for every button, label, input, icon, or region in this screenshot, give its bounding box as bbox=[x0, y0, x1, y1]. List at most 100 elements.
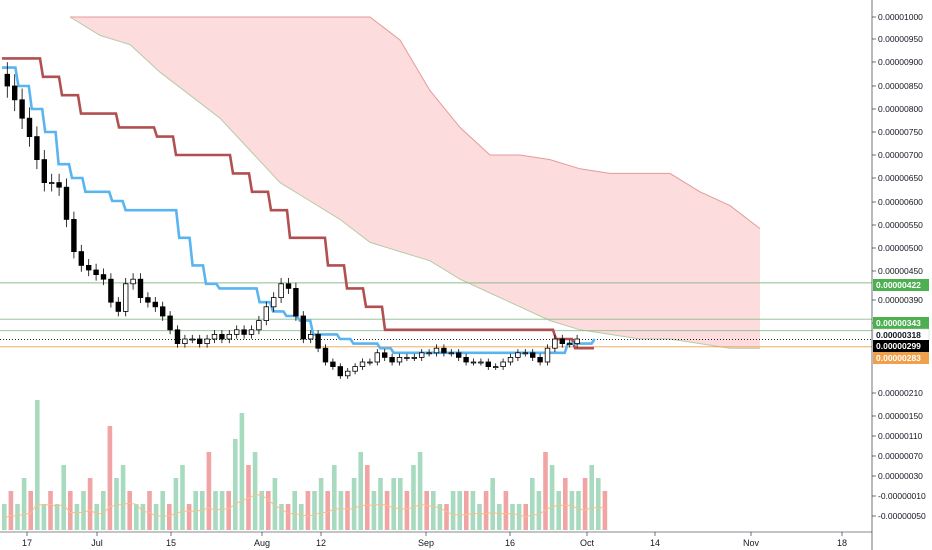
candle-body bbox=[441, 347, 447, 354]
candle-body bbox=[4, 73, 10, 87]
candle-body bbox=[485, 361, 491, 367]
candle-body bbox=[204, 338, 210, 344]
volume-bar bbox=[510, 504, 515, 530]
x-tick-label: 16 bbox=[505, 538, 515, 548]
candle-body bbox=[381, 352, 388, 358]
candle-body bbox=[26, 117, 33, 137]
candle-body bbox=[344, 370, 351, 377]
volume-bar bbox=[444, 504, 449, 530]
volume-bar bbox=[424, 491, 429, 530]
y-tick-label: 0.00000650 bbox=[878, 173, 923, 183]
volume-bar bbox=[28, 491, 33, 530]
volume-bar bbox=[365, 465, 370, 530]
candle-body bbox=[507, 356, 514, 363]
y-tick-label: 0.00000150 bbox=[878, 411, 923, 421]
kijun-sen-line bbox=[2, 57, 594, 350]
y-tick-label: -0.00000050 bbox=[878, 511, 926, 521]
candles bbox=[4, 62, 580, 379]
candle-body bbox=[145, 297, 151, 303]
volume-bar bbox=[134, 504, 139, 530]
candle-body bbox=[152, 301, 158, 308]
volume-bar bbox=[569, 491, 575, 530]
price-label-box bbox=[873, 279, 929, 291]
candle-body bbox=[182, 338, 188, 344]
y-tick-label: 0.00000500 bbox=[878, 243, 923, 253]
candle-body bbox=[41, 159, 47, 184]
price-label-box bbox=[873, 317, 929, 329]
volume-bar bbox=[563, 478, 568, 530]
candle-body bbox=[426, 352, 432, 355]
candle-body bbox=[522, 352, 528, 355]
volume-bar bbox=[8, 491, 14, 530]
volume-bar bbox=[318, 478, 324, 530]
volume-bar bbox=[457, 491, 462, 530]
volume-bar bbox=[332, 465, 337, 530]
candle-body bbox=[71, 218, 77, 252]
candle-body bbox=[322, 347, 329, 363]
price-label-text: 0.00000318 bbox=[876, 330, 921, 340]
candle-body bbox=[411, 356, 417, 359]
volume-bar bbox=[576, 491, 581, 530]
volume-bar bbox=[259, 491, 264, 530]
volume-bar bbox=[94, 504, 99, 530]
x-tick-label: 17 bbox=[22, 538, 32, 548]
candle-body bbox=[404, 356, 410, 359]
ichimoku-cloud bbox=[69, 16, 761, 349]
volume-bar bbox=[477, 504, 482, 530]
candle-body bbox=[174, 329, 181, 344]
candle-body bbox=[544, 347, 551, 363]
candle-body bbox=[330, 361, 336, 367]
candle-body bbox=[256, 320, 262, 331]
candle-body bbox=[574, 338, 580, 344]
volume-bar bbox=[602, 491, 608, 530]
volume-bar bbox=[107, 426, 113, 530]
candle-body bbox=[367, 361, 373, 364]
candle-body bbox=[337, 366, 343, 377]
y-tick-label: 0.00000110 bbox=[878, 431, 923, 441]
candle-body bbox=[241, 329, 247, 335]
y-tick-label: 0.00001000 bbox=[878, 12, 923, 22]
x-tick-label: 14 bbox=[650, 538, 660, 548]
volume-bar bbox=[431, 491, 436, 530]
candle-body bbox=[300, 315, 306, 340]
x-tick-label: Aug bbox=[254, 538, 270, 548]
candle-body bbox=[93, 269, 99, 275]
candle-body bbox=[123, 283, 129, 312]
volume-bar bbox=[549, 465, 555, 530]
candle-body bbox=[567, 343, 573, 346]
candle-body bbox=[448, 352, 454, 355]
candle-body bbox=[11, 85, 18, 101]
candle-body bbox=[463, 356, 469, 363]
volume-bar bbox=[358, 452, 363, 530]
volume-bar bbox=[292, 491, 297, 530]
candle-body bbox=[418, 352, 425, 358]
y-tick-label: 0.00000600 bbox=[878, 197, 923, 207]
volume-bar bbox=[404, 491, 410, 530]
volume-bar bbox=[101, 491, 106, 530]
volume-bar bbox=[536, 491, 542, 530]
y-tick-label: 0.00000070 bbox=[878, 451, 923, 461]
candle-body bbox=[248, 329, 255, 335]
candle-body bbox=[211, 333, 218, 340]
candle-body bbox=[137, 278, 144, 299]
volume-bar bbox=[48, 491, 53, 530]
candle-body bbox=[389, 356, 395, 363]
volume-bar bbox=[153, 504, 159, 530]
senkou-span-b bbox=[69, 16, 760, 349]
candle-body bbox=[278, 283, 284, 298]
senkou-span-a bbox=[70, 16, 761, 229]
volume-bar bbox=[398, 478, 403, 530]
volume-bar bbox=[266, 491, 271, 530]
volume-bar bbox=[35, 400, 40, 530]
volume-bar bbox=[87, 478, 93, 530]
time-axis[interactable]: 17 Jul 15 Aug 12 Sep 16 Oct 14 Nov 18 bbox=[22, 532, 847, 548]
candle-body bbox=[115, 301, 121, 312]
volume-moving-average bbox=[3, 494, 605, 519]
candle-body bbox=[63, 186, 70, 220]
volume-bar bbox=[351, 478, 357, 530]
volume-bar bbox=[233, 439, 238, 530]
price-label-text: 0.00000422 bbox=[876, 280, 921, 290]
volume-bar bbox=[2, 504, 7, 530]
candle-body bbox=[515, 352, 521, 358]
candle-body bbox=[374, 352, 380, 363]
